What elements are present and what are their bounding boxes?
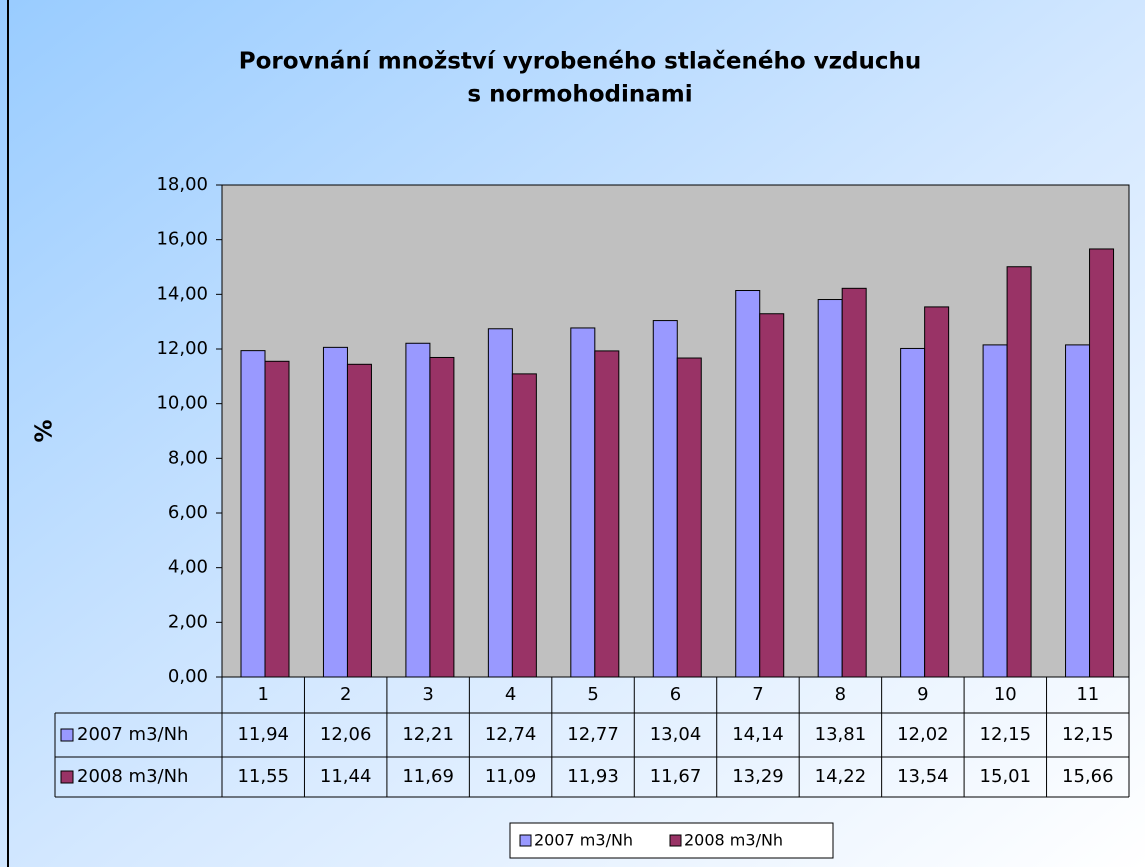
- y-tick-label: 8,00: [168, 447, 208, 468]
- x-tick-label: 10: [994, 684, 1017, 705]
- x-tick-label: 5: [587, 684, 598, 705]
- bar: [429, 356, 455, 678]
- legend-label: 2008 m3/Nh: [684, 831, 783, 850]
- y-tick-label: 2,00: [168, 611, 208, 632]
- bar: [240, 350, 266, 678]
- x-tick-label: 8: [835, 684, 846, 705]
- bar: [924, 306, 950, 678]
- legend-key: [60, 770, 74, 784]
- bar: [1089, 248, 1115, 678]
- x-tick-label: 2: [340, 684, 351, 705]
- legend-key: [60, 728, 74, 742]
- chart-title: s normohodinami: [467, 82, 692, 108]
- legend-label: 2007 m3/Nh: [77, 724, 188, 745]
- y-tick-label: 4,00: [168, 557, 208, 578]
- bar: [759, 313, 785, 678]
- data-label: 15,01: [980, 766, 1032, 787]
- data-label: 11,69: [402, 766, 454, 787]
- data-label: 13,54: [897, 766, 949, 787]
- bar: [511, 373, 537, 678]
- chart-title: Porovnání množství vyrobeného stlačeného…: [239, 49, 921, 75]
- bar: [594, 350, 620, 678]
- y-tick-label: 6,00: [168, 502, 208, 523]
- data-label: 11,09: [485, 766, 537, 787]
- data-label: 12,77: [567, 724, 619, 745]
- x-tick-label: 4: [505, 684, 516, 705]
- bar: [982, 344, 1008, 678]
- data-label: 12,15: [1062, 724, 1114, 745]
- bar: [487, 328, 513, 678]
- x-tick-label: 9: [917, 684, 928, 705]
- bar: [676, 357, 702, 678]
- x-tick-label: 3: [422, 684, 433, 705]
- y-tick-label: 16,00: [156, 229, 208, 250]
- y-tick-label: 14,00: [156, 283, 208, 304]
- data-label: 12,74: [485, 724, 537, 745]
- bar: [841, 287, 867, 678]
- bar: [322, 346, 348, 678]
- data-label: 11,55: [237, 766, 289, 787]
- bar: [817, 299, 843, 678]
- bar: [1065, 344, 1091, 678]
- legend-label: 2008 m3/Nh: [77, 766, 188, 787]
- data-label: 11,93: [567, 766, 619, 787]
- bar: [735, 290, 761, 678]
- data-label: 15,66: [1062, 766, 1114, 787]
- x-tick-label: 11: [1076, 684, 1099, 705]
- y-tick-label: 10,00: [156, 393, 208, 414]
- data-label: 12,15: [980, 724, 1032, 745]
- data-label: 14,22: [815, 766, 867, 787]
- data-label: 11,44: [320, 766, 372, 787]
- bar: [405, 342, 431, 678]
- legend-key: [669, 834, 682, 847]
- data-label: 12,21: [402, 724, 454, 745]
- x-tick-label: 1: [258, 684, 269, 705]
- data-label: 11,67: [650, 766, 702, 787]
- bar: [264, 360, 290, 678]
- data-label: 14,14: [732, 724, 784, 745]
- data-label: 13,29: [732, 766, 784, 787]
- data-label: 11,94: [237, 724, 289, 745]
- y-tick-label: 0,00: [168, 666, 208, 687]
- data-label: 12,06: [320, 724, 372, 745]
- legend-key: [519, 834, 532, 847]
- bar: [900, 347, 926, 678]
- bar: [1006, 266, 1032, 678]
- x-tick-label: 6: [670, 684, 681, 705]
- y-tick-label: 18,00: [156, 174, 208, 195]
- bar: [570, 327, 596, 678]
- x-tick-label: 7: [752, 684, 763, 705]
- bar: [652, 320, 678, 678]
- data-label: 12,02: [897, 724, 949, 745]
- legend-label: 2007 m3/Nh: [534, 831, 633, 850]
- data-label: 13,81: [815, 724, 867, 745]
- bar: [346, 363, 372, 678]
- y-axis-label: %: [32, 419, 58, 442]
- y-tick-label: 12,00: [156, 338, 208, 359]
- data-label: 13,04: [650, 724, 702, 745]
